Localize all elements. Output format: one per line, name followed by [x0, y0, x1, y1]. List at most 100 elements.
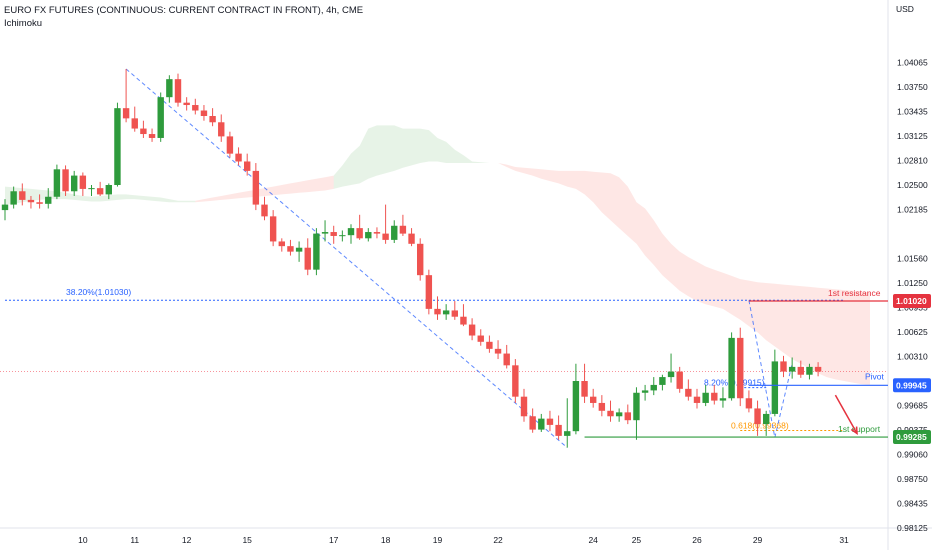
indicator-label[interactable]: Ichimoku [4, 18, 43, 29]
candle-body-44 [382, 233, 389, 240]
candle-body-33 [287, 246, 294, 252]
candle-body-77 [667, 371, 675, 378]
candle-body-56 [486, 341, 493, 349]
candle-body-30 [261, 204, 268, 217]
candle-body-0 [1, 204, 9, 211]
candle-body-19 [166, 79, 173, 98]
candle-body-40 [347, 228, 355, 236]
candle-body-13 [114, 108, 121, 185]
time-tick-4: 17 [329, 535, 339, 545]
price-tick-15: 0.98750 [897, 474, 928, 484]
price-tick-11: 1.00310 [897, 352, 928, 362]
candle-body-9 [79, 175, 87, 189]
projection-arrow-line [834, 394, 858, 434]
ichimoku-cloud-0 [5, 186, 196, 205]
candle-body-5 [45, 196, 52, 204]
time-tick-9: 25 [632, 535, 642, 545]
time-tick-7: 22 [493, 535, 503, 545]
candle-body-26 [226, 136, 234, 154]
candle-body-4 [36, 202, 43, 204]
pivot-label: Pivot [865, 371, 885, 381]
price-tick-16: 0.98435 [897, 499, 928, 509]
candle-body-2 [19, 191, 26, 200]
candle-body-88 [763, 413, 770, 425]
candle-body-31 [269, 216, 277, 242]
candle-body-72 [624, 412, 631, 421]
candle-body-84 [728, 337, 735, 399]
candle-body-21 [183, 102, 190, 106]
candle-body-14 [122, 108, 130, 119]
candle-body-49 [425, 275, 433, 309]
candle-body-51 [442, 310, 450, 315]
candle-body-45 [391, 225, 398, 240]
candle-body-50 [434, 308, 441, 315]
candle-body-57 [494, 348, 502, 354]
candle-body-22 [192, 105, 199, 111]
candle-body-1 [10, 191, 17, 205]
price-tick-5: 1.02500 [897, 180, 928, 190]
fib-label-38: 38.20%(1.01030) [66, 287, 131, 297]
candle-body-52 [451, 310, 458, 317]
trend-line-1 [748, 300, 776, 438]
candle-body-64 [555, 424, 562, 436]
candle-body-71 [615, 412, 623, 417]
candle-body-6 [53, 169, 61, 197]
candle-body-80 [693, 396, 701, 403]
price-tick-2: 1.03435 [897, 107, 928, 117]
candle-body-60 [520, 396, 528, 417]
candle-body-70 [607, 410, 614, 417]
candle-body-8 [71, 175, 78, 192]
ichimoku-cloud-2 [333, 125, 499, 189]
candle-body-85 [737, 337, 744, 399]
candle-body-32 [278, 241, 285, 247]
candle-body-83 [719, 398, 727, 401]
level-badge-text-1: 0.99945 [896, 380, 927, 390]
candle-body-41 [356, 228, 363, 239]
price-tick-3: 1.03125 [897, 131, 928, 141]
trend-line-0 [125, 68, 568, 449]
price-axis-unit: USD [896, 4, 914, 14]
price-tick-1: 1.03750 [897, 82, 928, 92]
time-tick-3: 15 [242, 535, 252, 545]
projection-arrow-head [850, 426, 858, 436]
price-tick-14: 0.99060 [897, 450, 928, 460]
time-tick-0: 10 [78, 535, 88, 545]
candle-body-54 [468, 324, 476, 336]
time-tick-6: 19 [433, 535, 443, 545]
ichimoku-cloud-3 [498, 163, 870, 385]
price-tick-7: 1.01560 [897, 254, 928, 264]
candle-body-42 [365, 232, 372, 239]
candle-body-90 [780, 361, 787, 372]
candle-body-92 [797, 366, 804, 375]
candle-body-73 [633, 392, 640, 421]
price-tick-17: 0.98125 [897, 523, 928, 533]
candle-body-27 [235, 153, 242, 162]
price-tick-0: 1.04065 [897, 57, 928, 67]
candle-body-63 [546, 418, 554, 425]
candle-body-16 [140, 128, 147, 135]
candle-body-17 [148, 134, 156, 138]
candle-body-38 [330, 232, 337, 236]
candle-body-93 [806, 366, 813, 375]
time-tick-5: 18 [381, 535, 391, 545]
candle-body-24 [209, 116, 216, 123]
candle-body-58 [503, 353, 510, 366]
candle-body-3 [27, 199, 35, 203]
candle-body-34 [295, 247, 303, 252]
candle-body-87 [754, 408, 761, 425]
candle-body-61 [529, 416, 536, 430]
candle-body-7 [62, 169, 69, 192]
candle-body-48 [417, 243, 424, 276]
candle-body-67 [581, 381, 588, 397]
price-tick-8: 1.01250 [897, 278, 928, 288]
chart-title: EURO FX FUTURES (CONTINUOUS: CURRENT CON… [4, 5, 364, 16]
fib-label-618: 0.618(0.99368) [731, 421, 789, 431]
ichimoku-cloud-1 [195, 175, 334, 203]
candle-body-74 [641, 390, 649, 393]
candle-body-23 [200, 110, 208, 117]
price-tick-4: 1.02810 [897, 156, 928, 166]
price-tick-6: 1.02185 [897, 205, 928, 215]
candle-body-25 [218, 122, 225, 137]
